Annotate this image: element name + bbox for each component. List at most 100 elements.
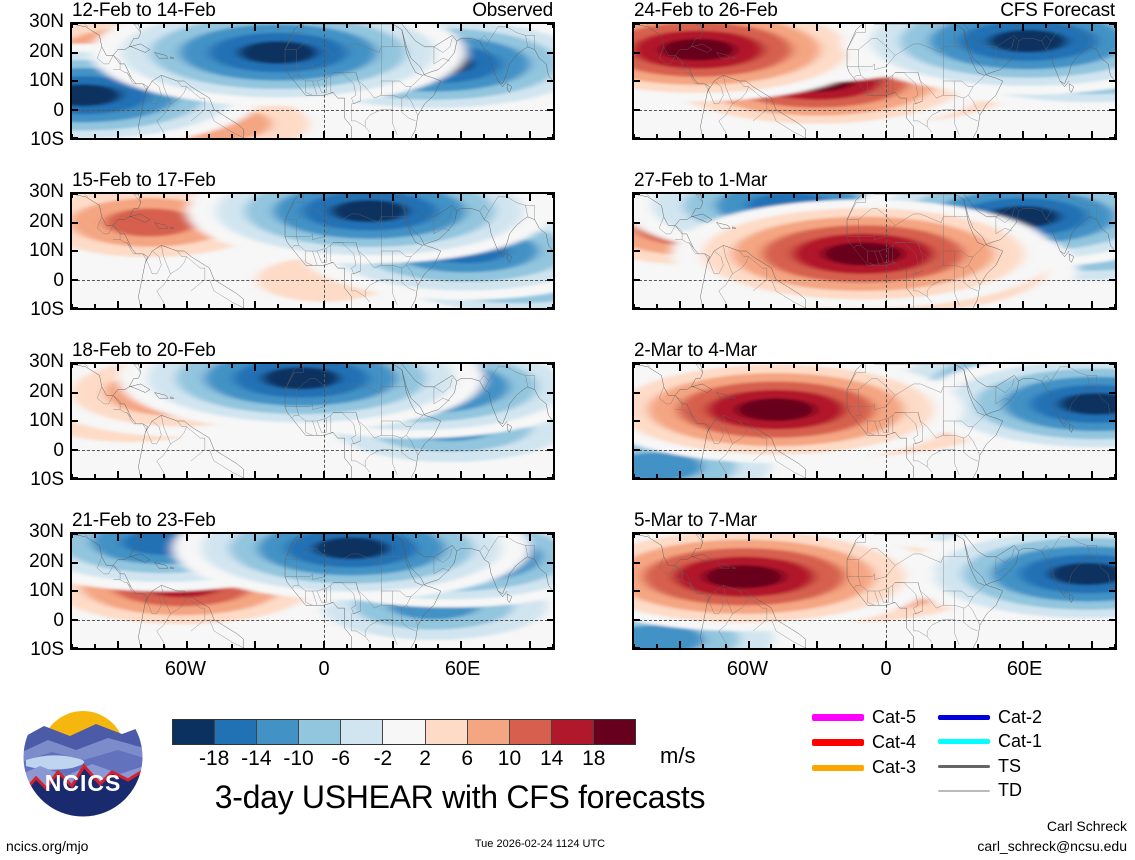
x-tick <box>277 364 280 368</box>
map-panel: 21-Feb to 23-Feb 30N 20N 10N 0 10S 60W 0 60E <box>29 510 555 680</box>
y-axis-label: 30N <box>29 181 64 202</box>
x-tick <box>1114 134 1115 138</box>
colorbar-tick-label: 6 <box>461 747 474 770</box>
x-tick <box>391 131 394 138</box>
x-tick <box>460 534 463 541</box>
y-tick <box>1109 590 1115 592</box>
x-tick <box>839 474 842 478</box>
x-tick <box>816 641 819 648</box>
y-axis-label: 20N <box>29 550 64 572</box>
x-tick <box>678 364 681 371</box>
y-tick <box>634 137 640 138</box>
x-tick <box>839 644 842 648</box>
x-tick <box>345 24 348 28</box>
x-tick <box>529 24 532 31</box>
x-tick <box>300 644 303 648</box>
x-tick <box>724 24 727 28</box>
x-tick <box>770 134 773 138</box>
page-title: 3-day USHEAR with CFS forecasts <box>214 779 706 815</box>
panel-title: 18-Feb to 20-Feb <box>72 340 216 361</box>
x-tick <box>816 194 819 201</box>
x-tick <box>185 131 188 138</box>
legend-line-swatch <box>812 714 864 721</box>
map-panel: 27-Feb to 1-Mar <box>632 170 1117 310</box>
x-tick <box>655 24 658 28</box>
x-tick <box>231 534 234 538</box>
x-tick <box>953 301 956 308</box>
x-tick <box>770 364 773 368</box>
x-tick <box>724 534 727 538</box>
x-tick <box>552 534 553 538</box>
x-tick <box>1068 24 1071 28</box>
colorbar-segment <box>383 720 426 744</box>
x-tick <box>634 644 635 648</box>
x-tick <box>724 304 727 308</box>
x-tick <box>724 644 727 648</box>
prime-meridian-line <box>885 194 887 308</box>
x-tick <box>208 194 211 198</box>
x-tick <box>1114 534 1115 538</box>
x-tick <box>254 534 257 541</box>
x-tick <box>1091 471 1094 478</box>
y-tick <box>72 534 78 535</box>
x-tick <box>552 134 553 138</box>
anomaly-field <box>72 194 553 308</box>
colorbar-segment <box>593 720 636 744</box>
y-tick <box>634 278 640 281</box>
y-axis-label: 20N <box>29 40 64 62</box>
x-tick <box>368 364 371 368</box>
prime-meridian-line <box>323 24 325 138</box>
x-axis-label: 60E <box>1006 658 1043 680</box>
legend-column-left: Cat-5 Cat-4 Cat-3 <box>812 706 916 802</box>
colorbar-tick-label: 2 <box>419 747 431 770</box>
legend-label: Cat-4 <box>872 732 917 752</box>
y-tick <box>547 420 553 422</box>
x-tick <box>93 194 96 198</box>
map-plot-area <box>70 192 555 310</box>
x-tick <box>208 644 211 648</box>
x-tick <box>437 364 440 368</box>
x-tick <box>277 474 280 478</box>
panel-title: 2-Mar to 4-Mar <box>634 340 757 361</box>
x-tick <box>300 364 303 368</box>
x-tick <box>300 24 303 28</box>
x-tick <box>483 24 486 28</box>
y-tick <box>1109 51 1115 54</box>
x-tick <box>529 301 532 308</box>
anomaly-field <box>72 24 553 138</box>
x-tick <box>506 644 509 648</box>
x-tick <box>231 364 234 368</box>
x-tick <box>884 364 887 371</box>
panel-title: 5-Mar to 7-Mar <box>634 510 757 531</box>
x-tick <box>907 134 910 138</box>
x-tick <box>1022 534 1025 541</box>
x-tick <box>208 304 211 308</box>
x-tick <box>529 364 532 371</box>
x-tick <box>529 471 532 478</box>
x-tick <box>391 301 394 308</box>
x-tick <box>506 134 509 138</box>
x-tick <box>1068 364 1071 368</box>
x-tick <box>162 134 165 138</box>
x-tick <box>976 194 979 198</box>
x-tick <box>437 24 440 28</box>
y-tick <box>547 448 553 451</box>
x-tick <box>793 24 796 28</box>
y-tick <box>72 194 78 195</box>
y-tick <box>1109 477 1115 478</box>
x-tick <box>1114 474 1115 478</box>
x-tick <box>414 194 417 198</box>
x-tick <box>529 534 532 541</box>
x-tick <box>1022 194 1025 201</box>
x-tick <box>414 534 417 538</box>
ncics-logo: NCICS <box>22 696 144 818</box>
x-tick <box>345 534 348 538</box>
x-tick <box>414 304 417 308</box>
legend-line-swatch <box>938 714 991 720</box>
x-tick <box>907 24 910 28</box>
x-tick <box>999 24 1002 28</box>
x-tick <box>701 24 704 28</box>
x-tick <box>839 364 842 368</box>
x-tick <box>884 641 887 648</box>
x-tick <box>953 534 956 541</box>
